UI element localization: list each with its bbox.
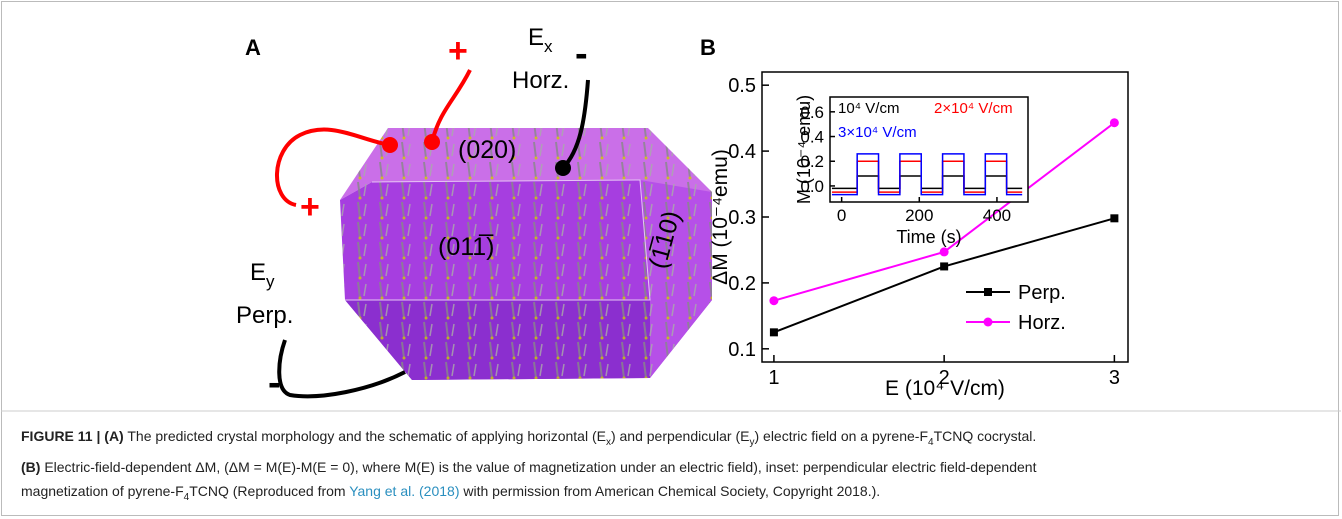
caption: FIGURE 11 | (A) The predicted crystal mo…	[21, 424, 1321, 510]
field-label: Ey	[250, 259, 275, 291]
plot-background	[830, 97, 1028, 202]
caption-text: Electric-field-dependent ΔM, (ΔM = M(E)-…	[40, 458, 1037, 475]
caption-text: 4	[183, 491, 190, 503]
polarity: -	[575, 33, 588, 75]
panel-label: A	[245, 35, 261, 60]
crystal	[340, 128, 712, 380]
face-index: (011̅)	[438, 233, 495, 261]
x-tick-label: 3	[1109, 367, 1120, 389]
y-tick-label: 0.3	[728, 207, 756, 229]
caption-line: FIGURE 11 | (A) The predicted crystal mo…	[21, 424, 1321, 455]
caption-line: magnetization of pyrene-F4TCNQ (Reproduc…	[21, 479, 1321, 510]
y-tick-label: 0.4	[800, 127, 824, 146]
caption-line: (B) Electric-field-dependent ΔM, (ΔM = M…	[21, 455, 1321, 479]
x-tick-label: 0	[837, 206, 846, 225]
polarity: +	[448, 32, 468, 70]
legend-label: 2×10⁴ V/cm	[934, 100, 1013, 117]
legend-marker	[983, 317, 993, 327]
caption-text: magnetization of pyrene-F	[21, 482, 184, 499]
marker	[769, 296, 779, 306]
caption-text: FIGURE 11 | (A)	[21, 428, 124, 444]
y-tick-label: 0.0	[800, 177, 824, 196]
polarity: +	[300, 188, 320, 226]
marker	[769, 328, 778, 337]
x-tick-label: 2	[939, 367, 950, 389]
series-line	[831, 160, 1023, 193]
x-tick-label: 200	[905, 206, 933, 225]
caption-text: TCNQ cocrystal.	[933, 428, 1037, 444]
y-tick-label: 0.1	[728, 339, 756, 361]
marker	[1110, 214, 1119, 223]
caption-text: with permission from American Chemical S…	[459, 482, 881, 499]
caption-text: TCNQ (Reproduced from	[189, 482, 350, 499]
legend-label: Perp.	[1018, 282, 1066, 304]
y-axis-label: M (10⁻⁴ emu)	[794, 95, 814, 204]
series-line	[831, 175, 1023, 190]
x-axis-label: Time (s)	[896, 227, 961, 247]
caption-text: ) and perpendicular (E	[610, 428, 750, 444]
y-tick-label: 0.5	[728, 75, 756, 97]
legend-label: 10⁴ V/cm	[838, 100, 899, 117]
caption-text: The predicted crystal morphology and the…	[123, 428, 606, 444]
field-subscript: y	[266, 272, 275, 291]
caption-text: ) electric field on a pyrene-F	[754, 428, 929, 444]
legend-marker	[984, 288, 992, 296]
caption-text: 4	[928, 436, 934, 448]
caption-text: (B)	[21, 458, 41, 475]
electrode	[424, 134, 440, 150]
field-symbol: E	[250, 259, 266, 286]
x-tick-label: 1	[768, 367, 779, 389]
legend-label: Horz.	[1018, 312, 1066, 334]
legend-label: 3×10⁴ V/cm	[838, 124, 917, 141]
caption-text: y	[749, 436, 755, 448]
figure: A + Ex Horz. - (020) (011̅) (1̅10) + Ey …	[1, 24, 1341, 412]
plot-frame	[829, 96, 1029, 203]
series-line	[831, 153, 1023, 196]
field-symbol: E	[528, 24, 544, 51]
field-name: Horz.	[512, 67, 569, 94]
marker	[939, 247, 949, 257]
polarity: -	[268, 362, 281, 404]
field-name: Perp.	[236, 302, 293, 329]
chart: 1 2 3 0.1 0.2 0.3 0.4 0.5 E (10⁴ V/cm) ΔM (10⁻⁴em…	[709, 71, 1129, 400]
x-tick-label: 400	[983, 206, 1011, 225]
panel-label: B	[700, 35, 716, 60]
electrode	[555, 160, 571, 176]
marker	[1109, 118, 1119, 128]
marker	[940, 262, 949, 271]
y-tick-label: 0.2	[800, 152, 824, 171]
face-index: (020)	[458, 136, 516, 164]
caption-text: x	[605, 436, 611, 448]
plot-frame	[761, 71, 1129, 363]
field-label: Ex	[528, 24, 553, 56]
field-subscript: x	[544, 37, 553, 56]
y-tick-label: 0.4	[728, 141, 756, 163]
diagram-labels: A + Ex Horz. - (020) (011̅) (1̅10) + Ey …	[236, 24, 686, 404]
electrode	[382, 137, 398, 153]
x-axis-label: E (10⁴ V/cm)	[885, 377, 1005, 400]
y-tick-label: 0.2	[728, 273, 756, 295]
y-axis-label: ΔM (10⁻⁴emu)	[709, 149, 732, 285]
chart: 0 200 400 0.0 0.2 0.4 0.6 Time (s) M (10⁻⁴ emu) 1…	[794, 95, 1029, 247]
caption-link[interactable]: Yang et al. (2018)	[349, 482, 460, 499]
y-tick-label: 0.6	[800, 103, 824, 122]
